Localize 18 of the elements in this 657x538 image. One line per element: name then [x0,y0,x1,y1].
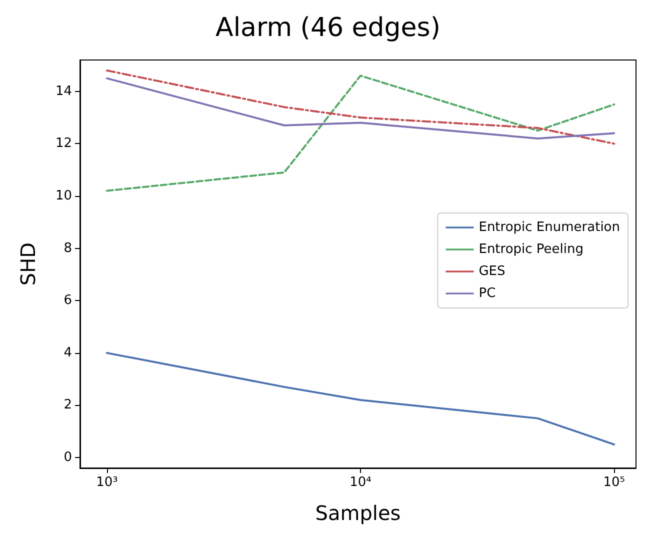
chart-title: Alarm (46 edges) [216,13,440,43]
y-axis-title: SHD [16,242,40,286]
y-tick-label: 14 [55,84,72,99]
x-tick-label: 10⁴ [350,475,372,490]
legend-label: GES [478,264,506,279]
y-tick-label: 2 [64,398,72,413]
legend-label: Entropic Enumeration [478,220,620,235]
y-tick-label: 6 [64,293,72,308]
y-tick-label: 0 [64,450,72,466]
legend-label: Entropic Peeling [478,242,584,257]
legend-label: PC [478,286,496,301]
x-axis-title: Samples [315,501,401,525]
y-tick-label: 10 [55,188,72,204]
y-tick-label: 4 [64,345,72,360]
y-tick-label: 8 [64,240,72,256]
y-tick-label: 12 [55,136,72,152]
x-tick-label: 10³ [96,475,118,490]
x-tick-label: 10⁵ [603,475,625,490]
